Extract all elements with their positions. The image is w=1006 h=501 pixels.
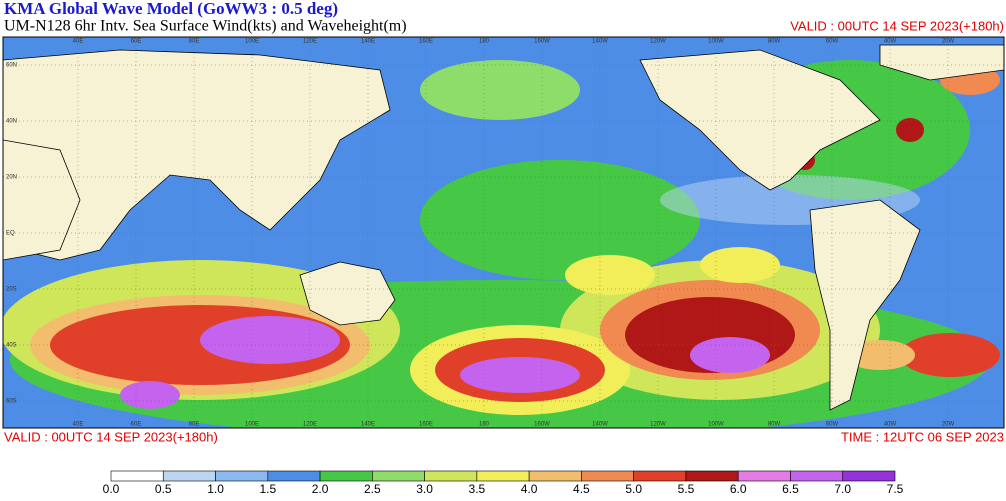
lon-label-top: 140W [592,39,608,45]
lon-label-bottom: 60E [131,422,142,428]
lon-label-top: 80W [768,39,781,45]
lon-label-bottom: 80E [189,422,200,428]
lon-label-top: 40W [884,39,897,45]
lon-label-bottom: 140W [592,422,608,428]
lon-label-bottom: 80W [768,422,781,428]
lon-label-top: 60E [131,39,142,45]
lon-label-bottom: 100W [708,422,724,428]
lon-label-bottom: 20W [942,422,955,428]
map-frame [2,36,1005,429]
map [3,37,1004,428]
colorbar-label: 4.5 [573,482,590,496]
lon-label-top: 160W [534,39,550,45]
colorbar-label: 1.0 [207,482,224,496]
lon-label-top: 20W [942,39,955,45]
lat-label: 60S [6,399,17,405]
colorbar-label: 3.0 [416,482,433,496]
colorbar-swatch [685,470,739,482]
title: KMA Global Wave Model (GoWW3 : 0.5 deg) [4,0,338,18]
colorbar-label: 0.0 [103,482,120,496]
colorbar-label: 2.5 [364,482,381,496]
lat-label: 40S [6,343,17,349]
lon-label-bottom: 100E [245,422,259,428]
lat-label: 40N [6,119,17,125]
colorbar-label: 6.0 [730,482,747,496]
colorbar-swatch [424,470,478,482]
lon-label-top: 80E [189,39,200,45]
colorbar-swatch [842,470,896,482]
map-labels: 40E 40E 60E 60E 80E 80E 100E 100E 120E 120E 140E 14… [6,39,955,428]
lon-label-bottom: 160W [534,422,550,428]
subtitle: UM-N128 6hr Intv. Sea Surface Wind(kts) … [4,18,407,35]
lon-label-top: 120E [303,39,317,45]
lon-label-bottom: 40W [884,422,897,428]
lon-label-top: 140E [361,39,375,45]
colorbar: 0.0 0.5 1.0 1.5 2.0 2.5 3.0 3.5 4.0 4.5 5.0 5.5 6.0 6… [103,470,904,496]
colorbar-swatch [528,470,582,482]
colorbar-swatch [372,470,425,482]
colorbar-label: 6.5 [782,482,799,496]
lon-label-bottom: 120W [650,422,666,428]
lon-label-bottom: 60W [826,422,839,428]
lat-label: 60N [6,63,17,69]
valid-top: VALID : 00UTC 14 SEP 2023(+180h) [790,18,1004,33]
lat-label: 20S [6,287,17,293]
lon-label-top: 100W [708,39,724,45]
colorbar-swatch [790,470,844,482]
lon-label-bottom: 180 [479,422,490,428]
colorbar-label: 7.5 [887,482,904,496]
lon-label-bottom: 140E [361,422,375,428]
colorbar-label: 5.5 [678,482,695,496]
colorbar-swatch [110,470,164,482]
lon-label-bottom: 160E [419,422,433,428]
lon-label-top: 40E [73,39,84,45]
lon-label-bottom: 40E [73,422,84,428]
colorbar-label: 1.5 [259,482,276,496]
colorbar-swatch [581,470,634,482]
colorbar-label: 2.0 [312,482,329,496]
colorbar-label: 4.0 [521,482,538,496]
lon-label-top: 180 [479,39,490,45]
lon-label-top: 60W [826,39,839,45]
colorbar-swatch [215,470,269,482]
colorbar-swatch [162,470,216,482]
colorbar-label: 7.0 [834,482,851,496]
valid-bottom: VALID : 00UTC 14 SEP 2023(+180h) [4,429,218,444]
colorbar-swatch [476,470,530,482]
lon-label-top: 160E [419,39,433,45]
colorbar-label: 0.5 [155,482,172,496]
colorbar-swatch [319,470,373,482]
lon-label-top: 100E [245,39,259,45]
init-time: TIME : 12UTC 06 SEP 2023 [841,429,1004,444]
lon-label-bottom: 120E [303,422,317,428]
lon-label-top: 120W [650,39,666,45]
lat-label: 20N [6,175,17,181]
lat-label: EQ [6,231,15,237]
colorbar-label: 3.5 [469,482,486,496]
colorbar-swatch [267,470,321,482]
land [3,44,1004,411]
colorbar-swatch [633,470,687,482]
colorbar-swatch [737,470,791,482]
graticule [3,37,1004,428]
colorbar-label: 5.0 [625,482,642,496]
